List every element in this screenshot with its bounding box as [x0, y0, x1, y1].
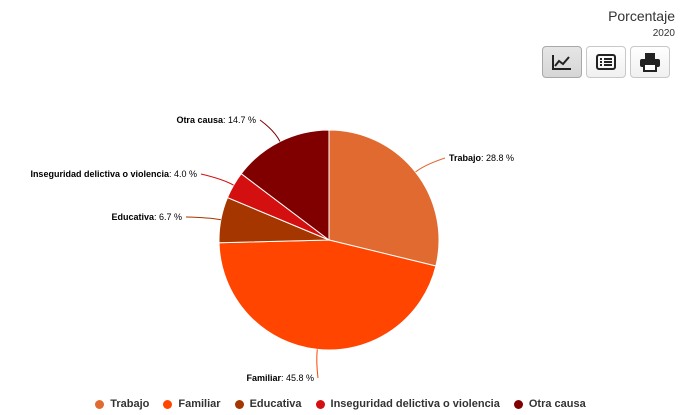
- legend-swatch: [163, 399, 173, 409]
- legend-swatch: [513, 399, 523, 409]
- line-chart-icon: [552, 55, 571, 70]
- slice-connector-line: [259, 119, 281, 142]
- legend-label: Familiar: [178, 398, 221, 410]
- pie-slice-trabajo[interactable]: [328, 129, 440, 267]
- slice-data-label: Trabajo: 28.8 %: [449, 153, 514, 163]
- legend-label: Educativa: [249, 398, 302, 410]
- table-list-icon: [596, 54, 616, 70]
- legend-label: Inseguridad delictiva o violencia: [330, 398, 500, 410]
- print-button[interactable]: [630, 46, 670, 78]
- chart-toolbar: [542, 46, 670, 78]
- slice-data-label: Inseguridad delictiva o violencia: 4.0 %: [30, 169, 197, 179]
- legend-item[interactable]: Inseguridad delictiva o violencia: [315, 398, 500, 410]
- slice-data-label: Familiar: 45.8 %: [246, 373, 314, 383]
- slice-connector-line: [316, 349, 319, 379]
- slice-data-label: Educativa: 6.7 %: [111, 212, 182, 222]
- legend-swatch: [315, 399, 325, 409]
- table-view-button[interactable]: [586, 46, 626, 78]
- slice-data-label: Otra causa: 14.7 %: [176, 115, 256, 125]
- legend-label: Trabajo: [110, 398, 150, 410]
- slice-connector-line: [185, 216, 221, 221]
- legend-item[interactable]: Trabajo: [95, 398, 149, 410]
- legend-label: Otra causa: [528, 398, 586, 410]
- print-icon: [640, 53, 660, 72]
- chart-view-button[interactable]: [542, 46, 582, 78]
- slice-connector-line: [415, 157, 446, 173]
- chart-legend: Trabajo Familiar Educativa Inseguridad deli…: [0, 398, 681, 410]
- slice-connector-line: [200, 173, 234, 186]
- pie-slice-familiar[interactable]: [218, 239, 437, 351]
- legend-item[interactable]: Educativa: [234, 398, 302, 410]
- pie-chart: Trabajo: 28.8 % Familiar: 45.8 % Educativa…: [30, 115, 514, 383]
- legend-swatch: [95, 399, 105, 409]
- legend-item[interactable]: Otra causa: [513, 398, 586, 410]
- legend-swatch: [234, 399, 244, 409]
- chart-year: 2020: [652, 28, 675, 39]
- chart-unit-title: Porcentaje: [608, 8, 675, 24]
- legend-item[interactable]: Familiar: [163, 398, 221, 410]
- pie-slice-otra-causa[interactable]: [240, 129, 330, 242]
